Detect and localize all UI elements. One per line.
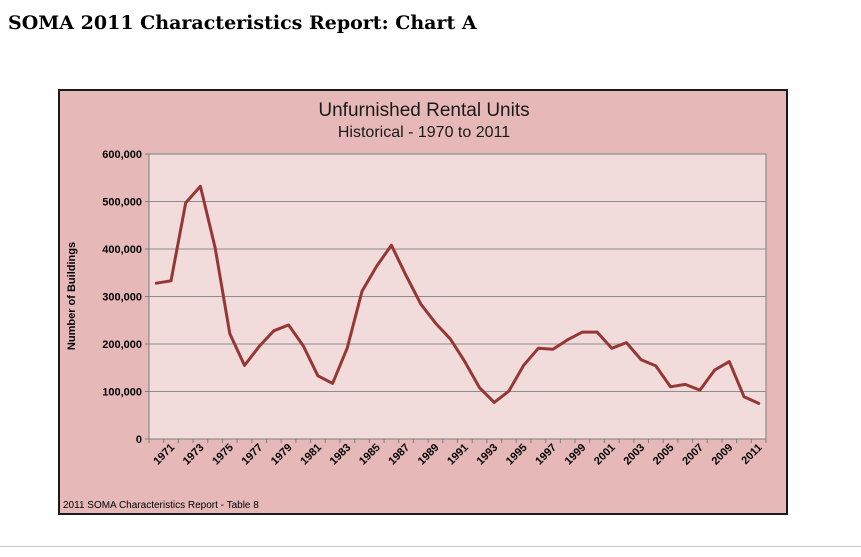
data-point xyxy=(728,360,731,363)
data-point xyxy=(551,348,555,351)
y-tick-label: 300,000 xyxy=(102,292,142,304)
x-tick-label: 1997 xyxy=(533,442,559,468)
source-note: 2011 SOMA Characteristics Report - Table… xyxy=(63,500,259,511)
x-tick-label: 1989 xyxy=(416,442,442,468)
data-point xyxy=(375,264,378,268)
y-tick-label: 500,000 xyxy=(102,197,142,209)
chart-title: Unfurnished Rental Units xyxy=(318,100,529,121)
x-tick-label: 2007 xyxy=(680,442,706,468)
y-axis-label: Number of Buildings xyxy=(66,242,78,350)
y-tick-label: 600,000 xyxy=(102,149,142,161)
x-tick-label: 1971 xyxy=(151,442,177,468)
x-tick-label: 1999 xyxy=(563,442,589,468)
data-point xyxy=(184,201,187,205)
data-point xyxy=(360,290,364,293)
y-tick-label: 200,000 xyxy=(102,339,142,351)
data-point xyxy=(169,279,173,282)
x-tick-label: 1983 xyxy=(328,442,354,468)
series-line xyxy=(154,184,761,405)
x-tick-label: 2005 xyxy=(651,442,677,468)
x-tick-label: 1987 xyxy=(386,442,412,468)
x-tick-label: 1977 xyxy=(240,442,266,468)
data-point xyxy=(434,321,437,325)
data-point xyxy=(478,386,481,389)
data-point xyxy=(346,346,349,349)
line-chart: Unfurnished Rental Units Historical - 19… xyxy=(63,100,767,511)
x-tick-label: 1975 xyxy=(210,442,236,468)
page-heading: SOMA 2011 Characteristics Report: Chart … xyxy=(8,12,477,34)
data-point xyxy=(654,364,657,368)
y-tick-label: 400,000 xyxy=(102,244,142,256)
x-tick-label: 2001 xyxy=(592,442,618,468)
data-point xyxy=(302,344,305,348)
data-point xyxy=(287,323,290,327)
data-point xyxy=(331,382,334,385)
x-tick-label: 2011 xyxy=(739,442,764,467)
x-tick-label: 1991 xyxy=(445,442,471,468)
data-point xyxy=(537,347,540,350)
y-tick-label: 0 xyxy=(136,434,142,446)
data-point xyxy=(316,374,320,377)
chart-subtitle: Historical - 1970 to 2011 xyxy=(338,124,510,141)
data-point xyxy=(155,282,158,285)
data-point xyxy=(581,330,584,334)
data-point xyxy=(390,244,393,247)
x-tick-label: 1979 xyxy=(269,442,295,468)
data-point xyxy=(243,364,246,367)
data-point xyxy=(566,338,569,341)
data-point xyxy=(463,360,466,363)
y-tick-label: 100,000 xyxy=(102,387,142,399)
page-divider xyxy=(0,546,861,547)
data-point xyxy=(595,330,599,334)
data-point xyxy=(684,383,687,386)
data-point xyxy=(404,274,408,277)
y-axis-ticks: 0 100,000 200,000 300,000 400,000 500,000 600,… xyxy=(102,149,149,446)
data-point xyxy=(272,329,276,332)
x-tick-label: 2009 xyxy=(710,442,736,468)
data-point xyxy=(258,345,261,348)
x-tick-label: 1973 xyxy=(181,442,207,468)
data-point xyxy=(199,185,202,188)
chart-frame: Unfurnished Rental Units Historical - 19… xyxy=(58,89,788,515)
data-point xyxy=(213,246,217,249)
data-point xyxy=(493,401,496,404)
x-tick-label: 2003 xyxy=(621,442,647,468)
data-point xyxy=(757,402,760,405)
x-tick-label: 1981 xyxy=(298,442,324,468)
x-axis-ticks: 1971 1973 1975 1977 1979 1981 1983 1985 1987 1989… xyxy=(148,439,767,468)
data-point xyxy=(507,389,511,393)
series-layer xyxy=(154,184,761,405)
data-point xyxy=(698,388,702,392)
data-point xyxy=(713,368,716,372)
data-point xyxy=(639,358,643,361)
x-tick-label: 1985 xyxy=(357,442,383,468)
data-point xyxy=(625,341,628,344)
data-point xyxy=(449,337,452,340)
data-point xyxy=(742,395,746,398)
gridlines xyxy=(149,201,766,392)
data-point xyxy=(419,302,422,306)
data-point xyxy=(522,364,525,367)
x-tick-label: 1995 xyxy=(504,442,530,468)
data-point xyxy=(669,385,672,388)
x-tick-label: 1993 xyxy=(475,442,501,468)
data-point xyxy=(610,347,613,350)
data-point xyxy=(228,332,231,335)
